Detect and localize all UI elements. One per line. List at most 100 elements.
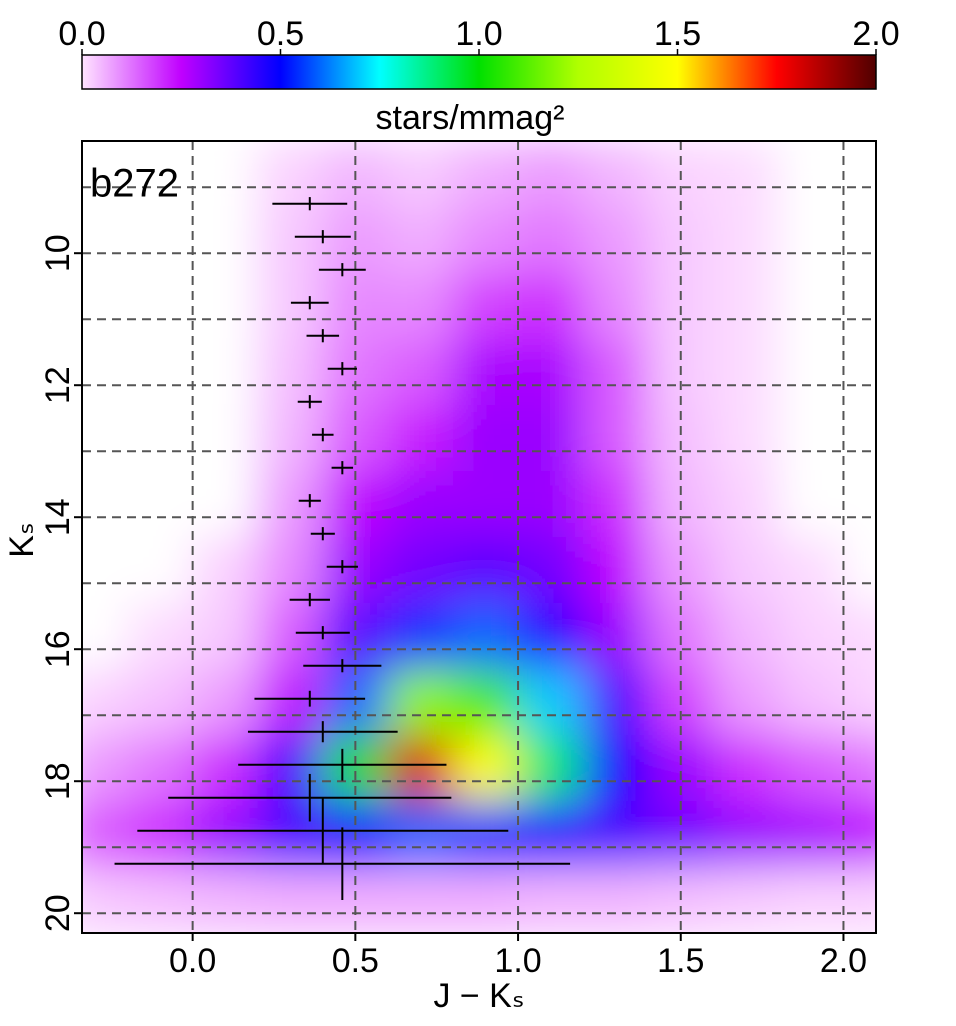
density-cell [387,207,454,274]
density-cell [387,537,454,604]
y-tick-label: 10 [39,234,77,272]
density-cell [583,405,650,472]
annotation: b272 [90,162,179,206]
density-cell [452,801,520,868]
density-cell [82,603,129,670]
density-cell [583,801,650,868]
density-cell [127,537,194,604]
density-cell [257,669,324,736]
density-cell [583,141,650,208]
x-tick-label: 1.0 [494,942,541,980]
density-cell [518,273,585,340]
density-cell [583,537,650,604]
density-cell [127,735,194,802]
density-cell [843,867,876,933]
colorbar-tick-label: 2.0 [852,15,899,53]
density-cell [82,471,129,538]
density-cell [192,141,259,208]
density-cell [192,273,259,340]
density-cell [843,339,876,406]
density-layer [82,141,876,933]
density-cell [583,207,650,274]
density-cell [127,141,194,208]
density-cell [518,867,585,933]
density-cell [713,405,780,472]
density-cell [518,405,585,472]
density-cell [192,537,259,604]
density-cell [82,405,129,472]
density-cell [518,603,585,670]
density-cell [387,273,454,340]
density-cell [257,603,324,670]
colorbar-tick-label: 0.5 [257,15,304,53]
density-cell [127,405,194,472]
density-cell [518,471,585,538]
x-tick-label: 1.5 [657,942,704,980]
colorbar-tick-label: 0.0 [58,15,105,53]
density-cell [257,471,324,538]
density-cells [82,141,876,933]
density-cell [127,801,194,868]
density-cell [843,735,876,802]
y-tick-label: 12 [39,366,77,404]
y-tick-label: 14 [39,498,77,536]
density-cell [257,801,324,868]
density-cell [192,669,259,736]
density-cell [82,867,129,933]
density-cell [843,801,876,868]
density-cell [387,471,454,538]
x-tick-label: 0.0 [169,942,216,980]
density-cell [583,603,650,670]
density-cell [778,801,845,868]
y-tick-label: 18 [39,762,77,800]
density-cell [257,339,324,406]
density-cell [518,141,585,208]
density-cell [843,471,876,538]
density-cell [518,669,585,736]
x-tick-label: 2.0 [820,942,867,980]
density-cell [387,603,454,670]
density-cell [713,273,780,340]
density-cell [843,207,876,274]
density-cell [127,339,194,406]
density-cell [257,141,324,208]
density-cell [127,207,194,274]
plot-frame [81,140,877,934]
density-cell [452,207,520,274]
density-cell [127,273,194,340]
colorbar [81,54,877,90]
density-cell [713,603,780,670]
density-cell [713,537,780,604]
density-cell [82,801,129,868]
density-cell [452,537,520,604]
y-tick-label: 20 [39,894,77,932]
density-cell [778,405,845,472]
density-cell [82,669,129,736]
density-cell [713,339,780,406]
density-cell [518,735,585,802]
density-cell [387,735,454,802]
density-cell [778,273,845,340]
density-cell [518,339,585,406]
density-cell [713,207,780,274]
density-cell [583,669,650,736]
density-cell [127,669,194,736]
colorbar-tick-label: 1.5 [654,15,701,53]
density-cell [518,207,585,274]
density-cell [192,735,259,802]
density-cell [843,405,876,472]
density-cell [778,603,845,670]
density-cell [843,603,876,670]
density-cell [452,141,520,208]
density-cell [82,207,129,274]
density-cell [452,273,520,340]
density-cell [583,339,650,406]
density-cell [192,603,259,670]
density-cell [713,801,780,868]
density-cell [518,537,585,604]
density-cell [518,801,585,868]
density-cell [82,339,129,406]
density-cell [778,207,845,274]
density-cell [713,669,780,736]
